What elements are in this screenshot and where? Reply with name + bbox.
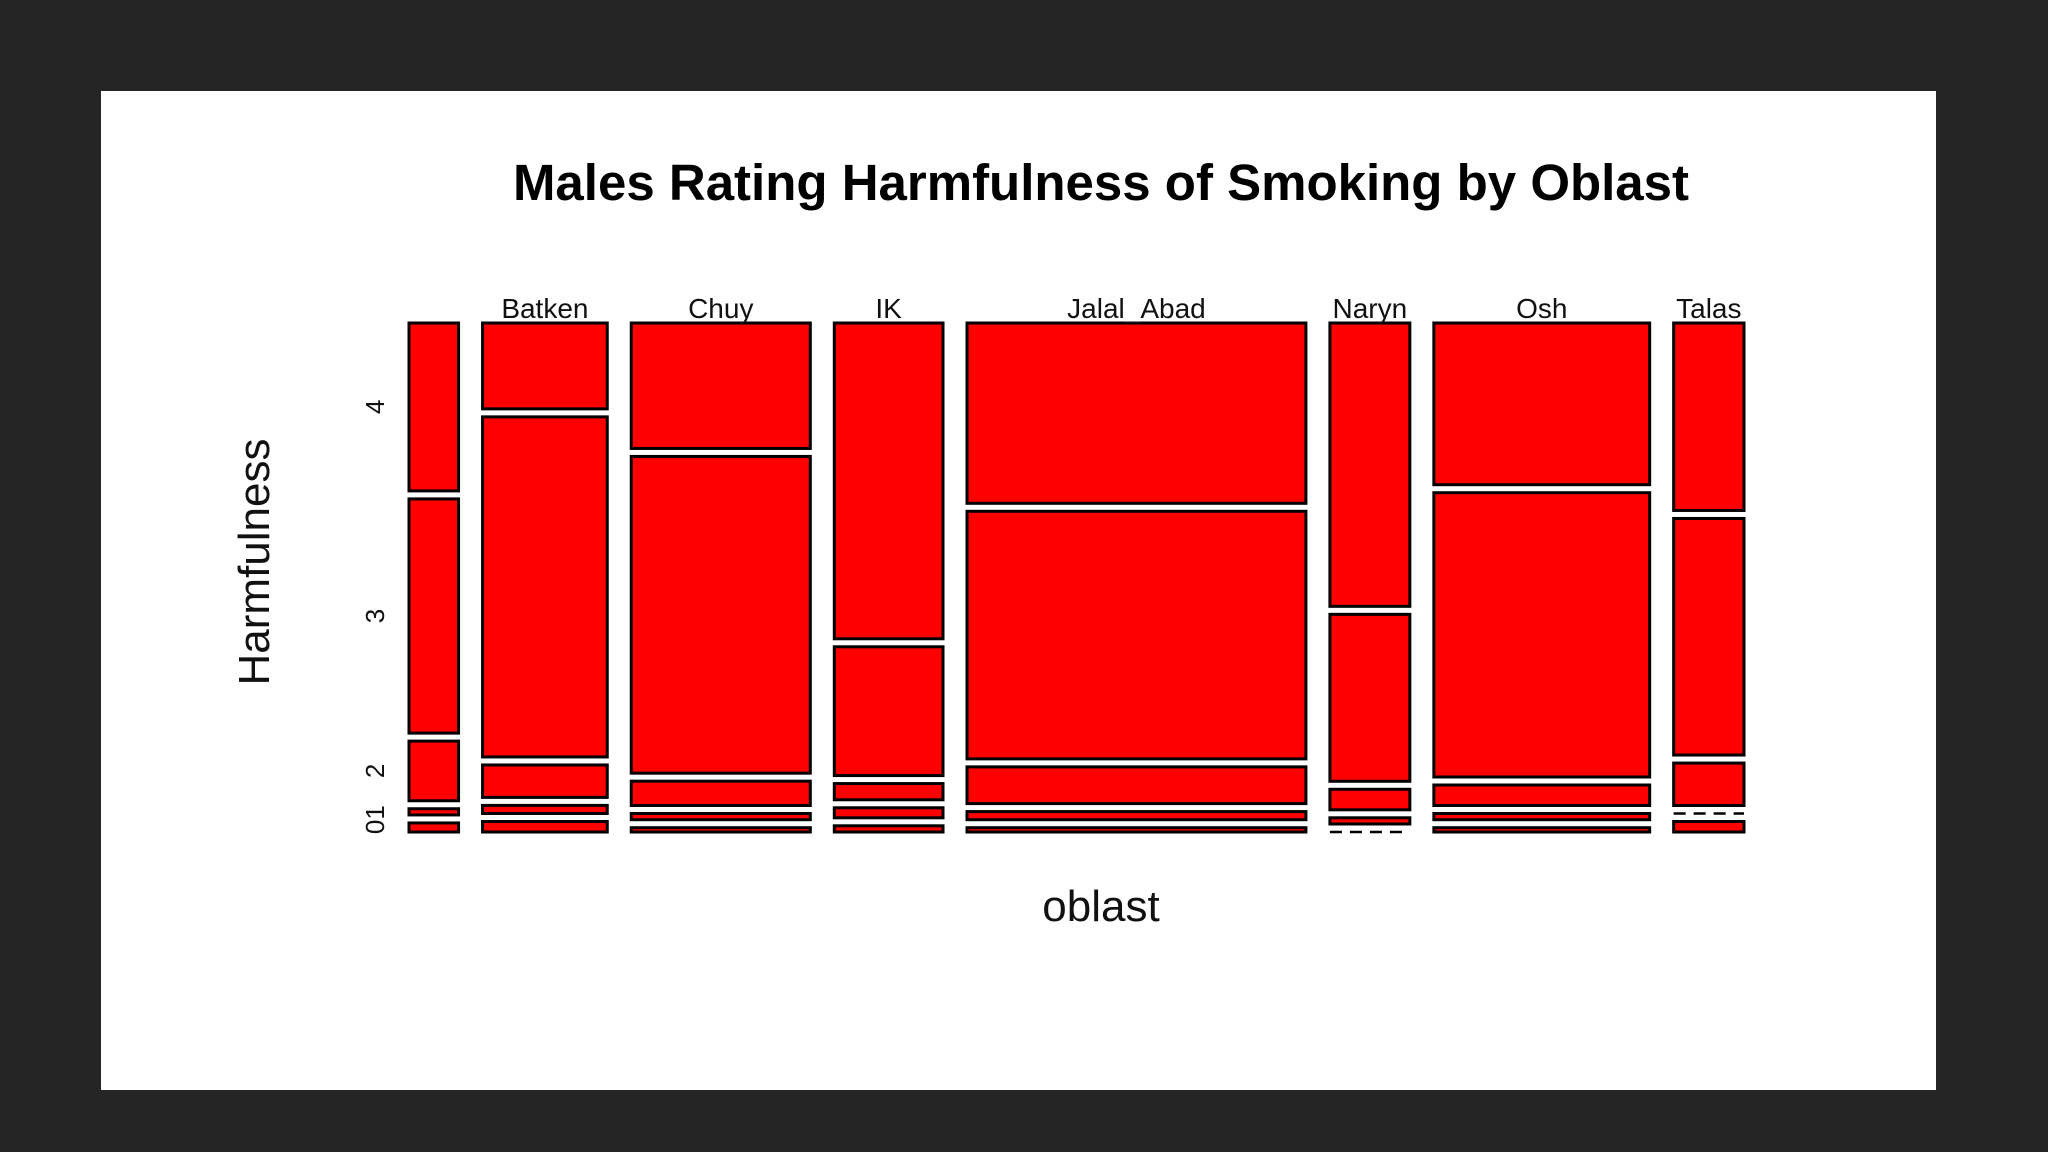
column-label: Jalal_Abad: [1067, 293, 1206, 324]
mosaic-tile: [481, 803, 609, 816]
mosaic-tile: [832, 321, 945, 641]
mosaic-tile: [1432, 491, 1652, 779]
mosaic-tile: [407, 497, 461, 735]
mosaic-tile: [629, 826, 812, 834]
mosaic-tile: [1432, 321, 1652, 487]
y-axis-title: Harmfulness: [230, 439, 279, 686]
mosaic-tile: [965, 826, 1308, 834]
mosaic-tile: [832, 645, 945, 778]
y-tick-labels: 01 2 3 4: [360, 400, 390, 834]
slide-canvas: Males Rating Harmfulness of Smoking by O…: [101, 91, 1936, 1090]
mosaic-tile: [1432, 826, 1652, 834]
mosaic-tile: [965, 321, 1308, 505]
mosaic-tile: [1432, 812, 1652, 822]
mosaic-tile: [481, 820, 609, 834]
mosaic-tile: [407, 739, 461, 803]
mosaic-tile: [1672, 321, 1746, 512]
mosaic-tiles: [407, 321, 1746, 834]
y-tick-label: 3: [360, 609, 390, 623]
mosaic-tile: [1328, 787, 1412, 812]
mosaic-tile: [407, 821, 461, 834]
mosaic-tile: [481, 321, 609, 411]
chart-title: Males Rating Harmfulness of Smoking by O…: [513, 154, 1689, 211]
mosaic-tile: [1432, 783, 1652, 808]
mosaic-tile: [1328, 321, 1412, 608]
x-axis-title: oblast: [1042, 882, 1159, 931]
mosaic-tile: [1672, 761, 1746, 808]
y-tick-label: 2: [360, 764, 390, 778]
mosaic-tile: [965, 765, 1308, 806]
mosaic-tile: [407, 321, 461, 493]
mosaic-tile: [1672, 820, 1746, 834]
column-labels: Batken Chuy IK Jalal_Abad Naryn Osh Talas: [501, 293, 1741, 324]
mosaic-tile: [481, 415, 609, 759]
column-label: Batken: [501, 293, 588, 324]
mosaic-tile: [629, 779, 812, 808]
mosaic-tile: [629, 812, 812, 822]
column-label: IK: [875, 293, 902, 324]
mosaic-tile: [965, 509, 1308, 761]
mosaic-tile: [407, 807, 461, 817]
mosaic-tile: [832, 806, 945, 820]
y-tick-label: 4: [360, 400, 390, 414]
mosaic-tile: [629, 454, 812, 775]
y-tick-label: 01: [360, 805, 390, 834]
column-label: Osh: [1516, 293, 1567, 324]
column-label: Naryn: [1333, 293, 1408, 324]
mosaic-tile: [832, 782, 945, 802]
mosaic-tile: [1672, 516, 1746, 757]
mosaic-tile: [629, 321, 812, 450]
mosaic-tile: [832, 824, 945, 834]
mosaic-chart: Males Rating Harmfulness of Smoking by O…: [230, 154, 1746, 931]
mosaic-tile: [1328, 612, 1412, 783]
mosaic-tile: [481, 763, 609, 799]
mosaic-tile: [1328, 816, 1412, 826]
mosaic-tile: [965, 810, 1308, 822]
column-label: Chuy: [688, 293, 753, 324]
column-label: Talas: [1676, 293, 1741, 324]
